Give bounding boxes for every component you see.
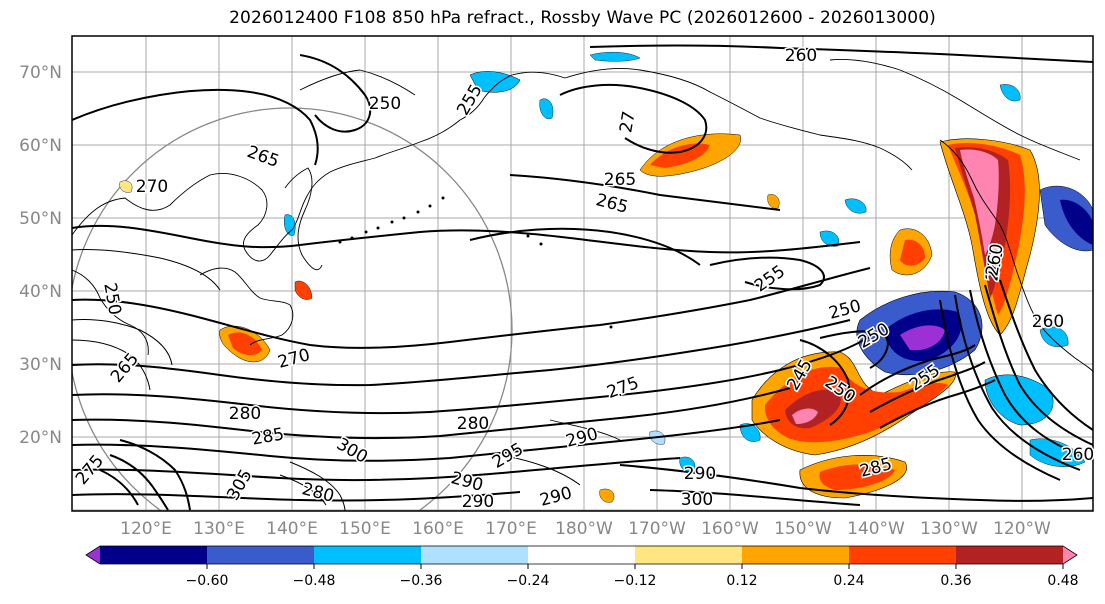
map-content	[72, 36, 1093, 511]
contour-label: 260	[1062, 445, 1094, 465]
contour-label: 280	[229, 404, 261, 424]
minor-contours	[72, 248, 581, 511]
colorbar-extend-high	[1063, 546, 1077, 564]
lon-label: 130°E	[193, 519, 245, 539]
colorbar-segment	[100, 546, 208, 564]
lon-label: 170°E	[485, 519, 537, 539]
lon-label: 120°W	[993, 519, 1051, 539]
graticule	[72, 36, 1093, 511]
colorbar-segment	[956, 546, 1064, 564]
anomaly-shading	[119, 51, 1093, 503]
colorbar-tick-label: 0.24	[833, 573, 864, 589]
contour-label: 27	[616, 110, 639, 135]
colorbar-tick-label: 0.48	[1047, 573, 1078, 589]
lon-label: 160°E	[412, 519, 464, 539]
latitude-labels: 70°N 60°N 50°N 40°N 30°N 20°N	[19, 63, 62, 448]
colorbar-segment	[742, 546, 850, 564]
lat-label: 30°N	[19, 355, 62, 375]
contour-label: 265	[604, 170, 636, 190]
map-background	[72, 36, 1093, 511]
lon-label: 120°E	[120, 519, 172, 539]
lon-label: 170°W	[628, 519, 686, 539]
contour-label: 280	[457, 414, 489, 434]
contour-label: 290	[684, 464, 716, 484]
colorbar-tick-label: 0.36	[940, 573, 971, 589]
lat-label: 70°N	[19, 63, 62, 83]
lon-label: 150°W	[774, 519, 832, 539]
lat-label: 50°N	[19, 209, 62, 229]
colorbar-segment	[421, 546, 529, 564]
lon-label: 150°E	[339, 519, 391, 539]
lat-label: 20°N	[19, 428, 62, 448]
colorbar-tick-label: −0.12	[614, 573, 657, 589]
contour-label: 300	[681, 490, 713, 510]
colorbar-tick-label: −0.36	[400, 573, 443, 589]
colorbar: −0.60 −0.48 −0.36 −0.24 −0.12 0.12 0.24 0.36 0.4…	[85, 545, 1079, 589]
colorbar-tick-label: 0.12	[726, 573, 757, 589]
map-frame	[71, 35, 1094, 512]
isentropes	[72, 44, 1093, 511]
lon-label: 180°W	[555, 519, 613, 539]
colorbar-segment	[207, 546, 315, 564]
range-circle	[72, 107, 513, 511]
contour-label: 260	[1032, 312, 1064, 332]
colorbar-segment	[849, 546, 957, 564]
colorbar-outline	[85, 545, 1078, 565]
lon-label: 160°W	[701, 519, 759, 539]
coastlines	[72, 59, 1093, 441]
longitude-labels: 120°E 130°E 140°E 150°E 160°E 170°E 180°…	[120, 519, 1051, 539]
contour-label: 290	[462, 492, 494, 512]
colorbar-extend-low	[86, 546, 100, 564]
lon-label: 140°E	[266, 519, 318, 539]
colorbar-segment	[314, 546, 422, 564]
colorbar-tick-label: −0.48	[293, 573, 336, 589]
map-title: 2026012400 F108 850 hPa refract., Rossby…	[229, 8, 936, 28]
colorbar-tick-label: −0.24	[507, 573, 550, 589]
contour-label: 270	[136, 177, 168, 197]
colorbar-segment	[528, 546, 636, 564]
colorbar-segment	[635, 546, 743, 564]
lat-label: 60°N	[19, 136, 62, 156]
contour-label: 250	[369, 94, 401, 114]
lon-label: 130°W	[920, 519, 978, 539]
lat-label: 40°N	[19, 282, 62, 302]
colorbar-tick-label: −0.60	[186, 573, 229, 589]
lon-label: 140°W	[847, 519, 905, 539]
contour-label: 260	[785, 46, 817, 66]
islands	[338, 196, 613, 329]
